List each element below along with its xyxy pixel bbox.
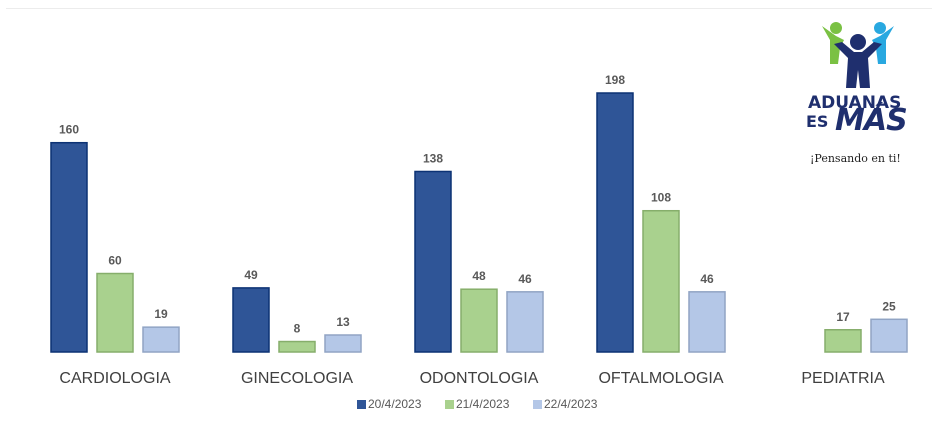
bar-odontologia-2 bbox=[460, 288, 498, 353]
category-label: GINECOLOGIA bbox=[241, 370, 353, 387]
bar-odontologia-1 bbox=[414, 170, 452, 353]
bar-oftalmologia-2 bbox=[642, 209, 680, 353]
data-label: 8 bbox=[294, 322, 301, 336]
legend-swatch bbox=[445, 400, 454, 409]
category-label: OFTALMOLOGIA bbox=[598, 370, 723, 387]
logo-word-mas: MÁS bbox=[835, 103, 908, 138]
bar-oftalmologia-1 bbox=[596, 92, 634, 353]
category-label: PEDIATRIA bbox=[801, 370, 885, 387]
data-label: 25 bbox=[882, 299, 896, 313]
legend-label: 22/4/2023 bbox=[544, 397, 598, 411]
bar-ginecologia-2 bbox=[278, 340, 316, 353]
logo-word-aduanas: ADUANAS bbox=[808, 93, 902, 113]
data-label: 17 bbox=[836, 310, 850, 324]
bar-pediatria-3 bbox=[870, 318, 908, 353]
logo-word-es: ES bbox=[806, 112, 829, 131]
logo-tagline: ¡Pensando en ti! bbox=[810, 152, 901, 165]
data-label: 49 bbox=[244, 268, 258, 282]
bar-cardiologia-3 bbox=[142, 326, 180, 353]
data-label: 160 bbox=[59, 123, 79, 137]
chart-frame bbox=[6, 8, 932, 420]
data-label: 48 bbox=[472, 269, 486, 283]
bar-cardiologia-1 bbox=[50, 141, 88, 353]
aduanas-logo: ADUANAS ES MÁS ¡Pensando en ti! bbox=[800, 18, 918, 168]
bar-ginecologia-3 bbox=[324, 334, 362, 353]
bar-oftalmologia-3 bbox=[688, 291, 726, 353]
legend-swatch bbox=[357, 400, 366, 409]
data-label: 13 bbox=[336, 315, 350, 329]
family-figures-icon bbox=[822, 22, 894, 88]
category-label: ODONTOLOGIA bbox=[420, 370, 539, 387]
data-label: 19 bbox=[154, 307, 168, 321]
data-label: 60 bbox=[108, 254, 122, 268]
bar-odontologia-3 bbox=[506, 291, 544, 353]
legend-label: 21/4/2023 bbox=[456, 397, 510, 411]
legend-label: 20/4/2023 bbox=[368, 397, 422, 411]
bar-pediatria-2 bbox=[824, 329, 862, 353]
bar-cardiologia-2 bbox=[96, 272, 134, 353]
data-label: 46 bbox=[700, 272, 714, 286]
bar-ginecologia-1 bbox=[232, 287, 270, 353]
category-label: CARDIOLOGIA bbox=[59, 370, 170, 387]
data-label: 108 bbox=[651, 191, 671, 205]
data-label: 46 bbox=[518, 272, 532, 286]
legend-swatch bbox=[533, 400, 542, 409]
data-label: 198 bbox=[605, 73, 625, 87]
data-label: 138 bbox=[423, 151, 443, 165]
